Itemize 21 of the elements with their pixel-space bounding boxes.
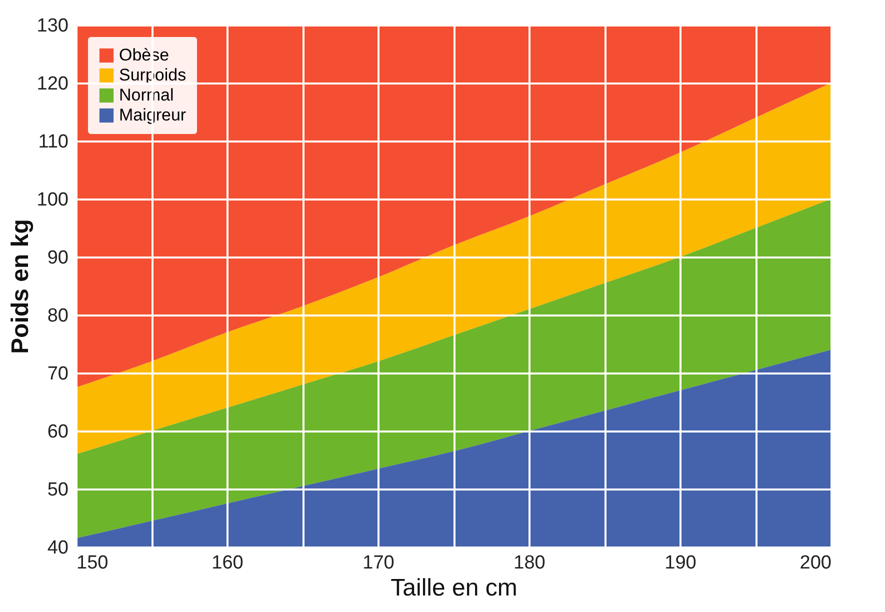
y-tick-label: 80	[47, 306, 68, 326]
x-tick-label: 190	[664, 552, 696, 574]
y-tick-label: 40	[47, 538, 68, 558]
x-axis-title: Taille en cm	[390, 574, 518, 602]
x-tick-label: 170	[362, 552, 394, 574]
y-tick-label: 100	[36, 190, 68, 210]
y-tick-label: 60	[47, 422, 68, 442]
y-tick-label: 50	[47, 480, 68, 500]
y-tick-label: 90	[47, 248, 68, 268]
x-tick-label: 180	[514, 552, 546, 574]
legend-label: Obèse	[119, 46, 170, 64]
legend-label: Normal	[119, 86, 174, 104]
y-tick-label: 120	[36, 74, 68, 94]
x-tick-label: 160	[212, 552, 244, 574]
legend-label: Maigreur	[119, 106, 186, 124]
y-tick-label: 110	[38, 132, 68, 152]
y-axis-title: Poids en kg	[6, 219, 34, 354]
y-tick-label: 70	[47, 364, 68, 384]
x-tick-label: 150	[76, 552, 108, 574]
x-tick-label: 200	[800, 552, 832, 574]
y-tick-label: 130	[36, 16, 68, 36]
